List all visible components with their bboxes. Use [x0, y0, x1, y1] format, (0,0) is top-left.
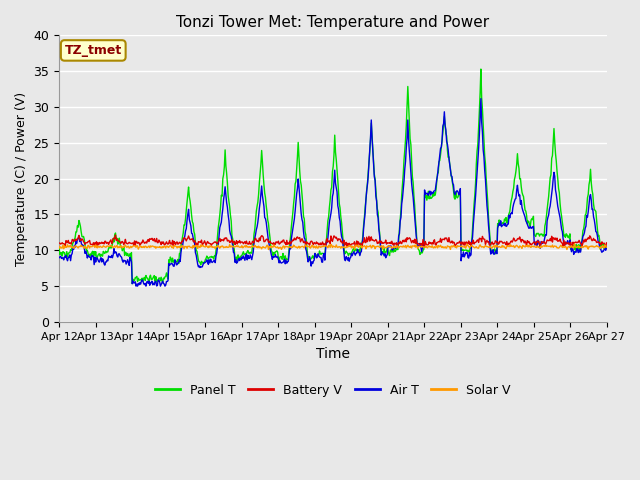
X-axis label: Time: Time [316, 347, 350, 361]
Title: Tonzi Tower Met: Temperature and Power: Tonzi Tower Met: Temperature and Power [176, 15, 490, 30]
Text: TZ_tmet: TZ_tmet [65, 44, 122, 57]
Y-axis label: Temperature (C) / Power (V): Temperature (C) / Power (V) [15, 92, 28, 266]
Legend: Panel T, Battery V, Air T, Solar V: Panel T, Battery V, Air T, Solar V [150, 379, 515, 402]
